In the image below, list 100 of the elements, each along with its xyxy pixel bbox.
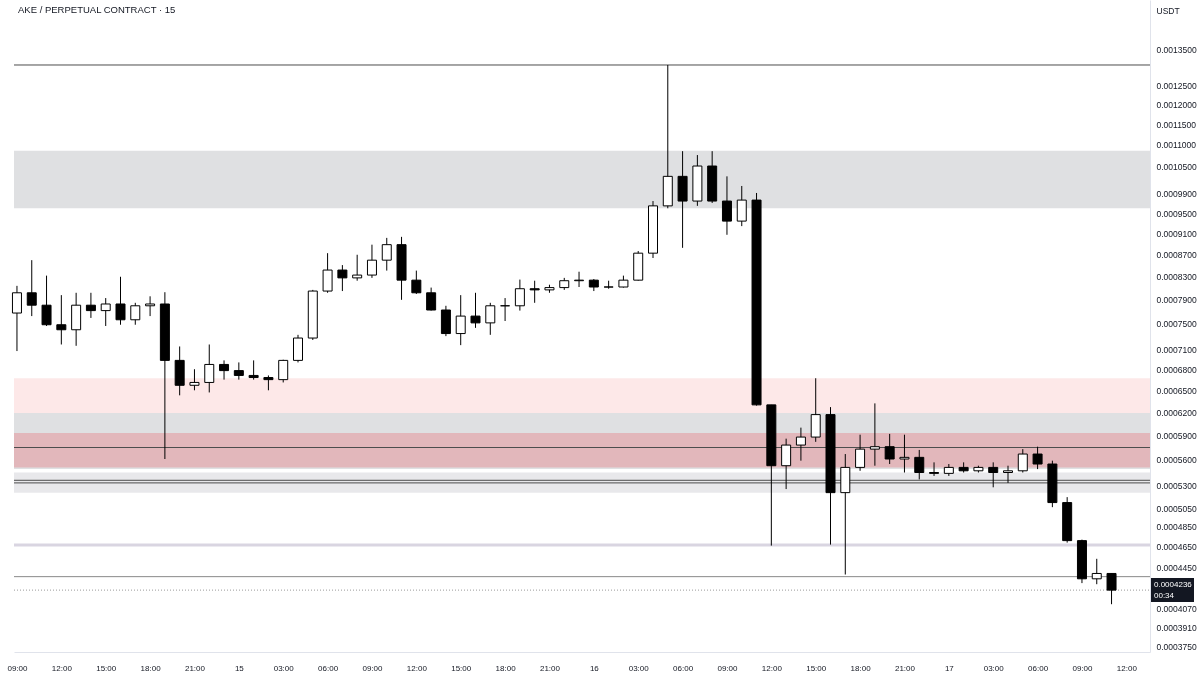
y-tick-label: 0.0006800 [1156,364,1197,375]
x-tick-label: 12:00 [406,663,428,673]
x-tick-label: 17 [944,663,955,673]
candlestick [1017,448,1028,474]
candlestick [1003,465,1013,484]
candlestick [929,461,940,477]
x-tick-label: 06:00 [673,663,694,673]
y-tick-label: 0.0005600 [1156,455,1197,466]
candlestick [736,185,747,227]
candlestick [115,276,126,326]
candlestick [781,438,792,490]
y-tick-label: 0.0005900 [1156,430,1197,441]
x-tick-label: 06:00 [318,663,339,673]
x-tick-label: 21:00 [539,663,561,673]
candlestick [795,427,806,462]
candlestick [988,461,999,488]
y-tick-label: 0.0008700 [1156,249,1197,260]
y-tick-label: 0.0004850 [1156,522,1197,533]
candlestick [529,280,540,304]
candlestick [426,287,437,312]
x-tick-label: 18:00 [140,663,162,673]
candlestick [899,434,910,474]
text: 00:34 [1154,590,1175,600]
y-tick-label: 0.0003910 [1156,623,1197,633]
chart-title: AKE / PERPETUAL CONTRACT · 15 [18,4,176,15]
y-tick-label: 0.0007500 [1156,319,1197,329]
candlestick [85,292,96,319]
candlestick [130,302,141,326]
y-axis-title: USDT [1156,5,1180,16]
x-tick-label: 15:00 [451,663,472,673]
candlestick [810,377,821,443]
x-tick-label: 21:00 [184,663,206,673]
y-tick-label: 0.0011000 [1156,140,1197,151]
y-tick-label: 0.0013500 [1156,44,1197,55]
y-tick-label: 0.0007900 [1156,294,1197,305]
y-tick-label: 0.0010500 [1156,161,1197,172]
y-tick-label: 0.0007100 [1156,344,1197,355]
x-tick-label: 09:00 [1072,663,1094,673]
candlestick [322,252,333,294]
x-tick-label: 15 [234,663,245,673]
candlestick [721,175,732,236]
x-tick-label: 12:00 [51,663,73,673]
candlestick [366,244,377,279]
x-tick-label: 06:00 [1028,663,1049,673]
candlestick [11,285,22,352]
y-tick-label: 0.0008300 [1156,271,1197,282]
y-tick-label: 0.0005050 [1156,503,1197,514]
y-tick-label: 0.0004650 [1156,542,1197,553]
candlestick [381,237,392,272]
candlestick [337,264,348,292]
y-tick-label: 0.0004450 [1156,562,1197,573]
y-tick-label: 0.0006500 [1156,385,1197,396]
x-tick-label: 18:00 [495,663,517,673]
candlestick [455,294,466,346]
candlestick [470,292,481,329]
y-tick-label: 0.0009100 [1156,228,1197,239]
candlestick [204,344,215,393]
candlestick [411,270,422,295]
candlestick [189,368,200,391]
candlestick [100,297,111,327]
candlestick [41,275,52,327]
x-tick-label: 21:00 [894,663,916,673]
candlestick [914,449,925,480]
candlestick [1106,572,1117,605]
candlestick [219,359,230,381]
candlestick [293,334,303,363]
x-tick-label: 09:00 [7,663,29,673]
candlestick [352,254,363,282]
candlestick [440,305,451,337]
y-tick-label: 0.0012000 [1156,99,1197,110]
candlestick [248,359,259,381]
x-tick-label: 18:00 [850,663,872,673]
x-tick-label: 03:00 [983,663,1005,673]
candlestick [884,433,895,465]
candlestick [855,434,866,472]
candlestick [514,279,525,312]
x-tick-label: 15:00 [806,663,827,673]
candlestick [26,259,37,317]
candlestick [56,294,67,345]
x-tick-label: 03:00 [273,663,295,673]
y-tick-label: 0.0011500 [1156,119,1197,130]
candlestick [869,402,880,467]
x-tick-label: 16 [589,663,600,673]
candlestick [1032,446,1043,470]
y-tick-label: 0.0005300 [1156,481,1197,492]
x-tick-label: 09:00 [717,663,739,673]
ref-line-label: 0.0004236 [1154,579,1193,589]
y-tick-label: 0.0004070 [1156,604,1197,615]
y-tick-label: 0.0012500 [1156,80,1197,91]
y-tick-label: 0.0009500 [1156,208,1197,219]
candlestick [574,271,585,288]
candlestick [485,302,496,336]
x-tick-label: 03:00 [628,663,650,673]
candlestick [145,295,156,317]
y-tick-label: 0.0006200 [1156,407,1197,418]
x-tick-label: 12:00 [761,663,783,673]
candlestick [1091,558,1102,585]
y-tick-label: 0.0009900 [1156,189,1197,200]
x-tick-label: 09:00 [362,663,384,673]
x-tick-label: 15:00 [96,663,117,673]
